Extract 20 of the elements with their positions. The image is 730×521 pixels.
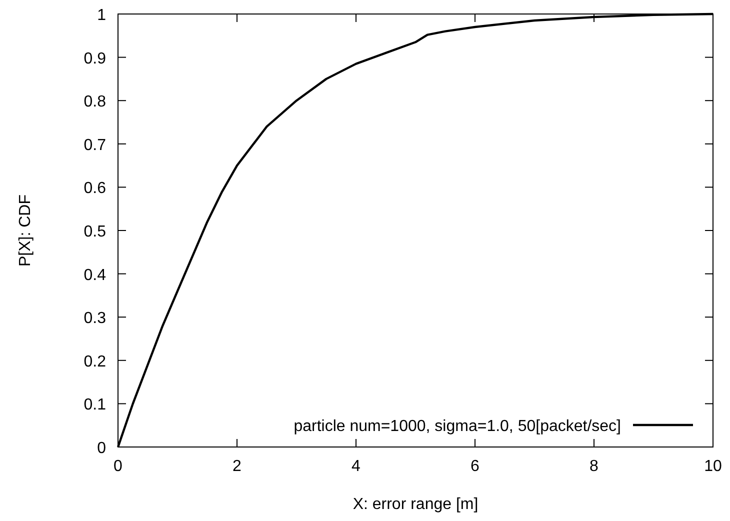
y-tick-label: 0.2	[84, 353, 106, 370]
x-axis-title: X: error range [m]	[352, 496, 478, 513]
x-tick-label: 2	[232, 458, 242, 475]
x-tick-label: 8	[590, 458, 599, 475]
y-axis-title: P[X]: CDF	[17, 194, 34, 267]
y-tick-label: 0	[97, 440, 106, 457]
x-tick-label: 4	[352, 458, 361, 475]
y-tick-label: 0.7	[84, 136, 106, 154]
y-tick-label: 0.6	[84, 180, 106, 198]
y-tick-label: 1	[97, 7, 106, 24]
y-tick-label: 0.5	[84, 224, 106, 240]
y-tick-label: 0.9	[84, 50, 106, 68]
y-tick-label: 0.4	[84, 266, 106, 284]
legend-label: particle num=1000, sigma=1.0, 50[packet/sec]	[294, 418, 621, 435]
y-tick-label: 0.3	[84, 310, 106, 328]
x-tick-label: 0	[114, 458, 123, 475]
y-tick-label: 0.8	[84, 94, 106, 111]
y-tick-label: 0.1	[84, 396, 106, 414]
x-tick-label: 6	[470, 458, 480, 475]
x-tick-label: 10	[704, 458, 722, 475]
